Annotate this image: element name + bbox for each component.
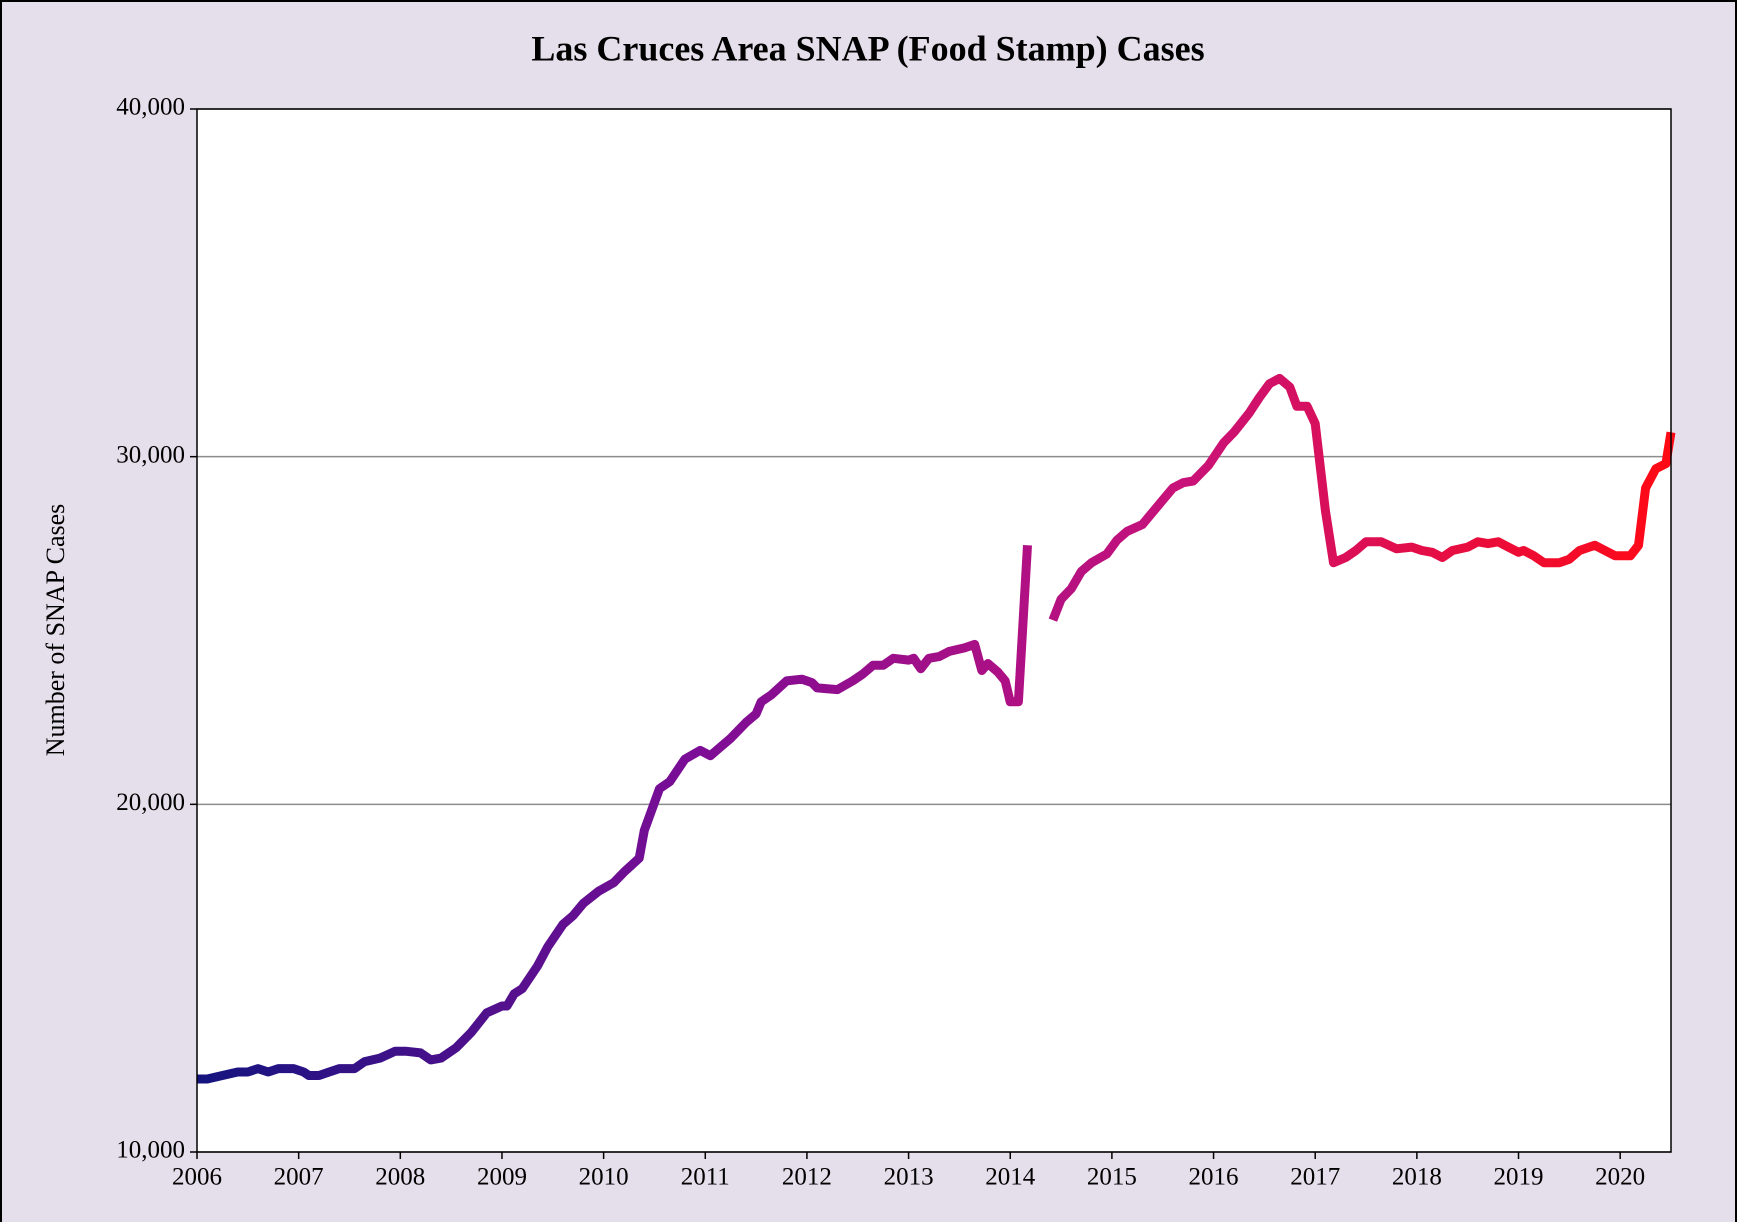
y-tick-label: 40,000: [116, 94, 185, 121]
y-tick-label: 30,000: [116, 441, 185, 468]
x-tick-label: 2018: [1392, 1164, 1442, 1191]
x-tick-label: 2008: [375, 1164, 425, 1191]
x-tick-label: 2020: [1595, 1164, 1645, 1191]
x-tick-label: 2013: [884, 1164, 934, 1191]
x-tick-label: 2006: [172, 1164, 222, 1191]
y-tick-label: 10,000: [116, 1137, 185, 1164]
x-tick-label: 2016: [1189, 1164, 1239, 1191]
y-tick-label: 20,000: [116, 789, 185, 816]
x-tick-label: 2017: [1290, 1164, 1340, 1191]
x-tick-label: 2011: [681, 1164, 730, 1191]
x-tick-label: 2019: [1494, 1164, 1544, 1191]
chart-title: Las Cruces Area SNAP (Food Stamp) Cases: [531, 28, 1204, 68]
x-tick-label: 2012: [782, 1164, 832, 1191]
x-tick-label: 2010: [579, 1164, 629, 1191]
x-tick-label: 2015: [1087, 1164, 1137, 1191]
plot-border: [196, 108, 1672, 1153]
x-tick-label: 2014: [985, 1164, 1036, 1191]
y-axis-label: Number of SNAP Cases: [41, 504, 70, 757]
x-tick-label: 2007: [274, 1164, 324, 1191]
plot-area: [197, 109, 1671, 1152]
data-line: [197, 373, 1676, 1084]
x-tick-label: 2009: [477, 1164, 527, 1191]
